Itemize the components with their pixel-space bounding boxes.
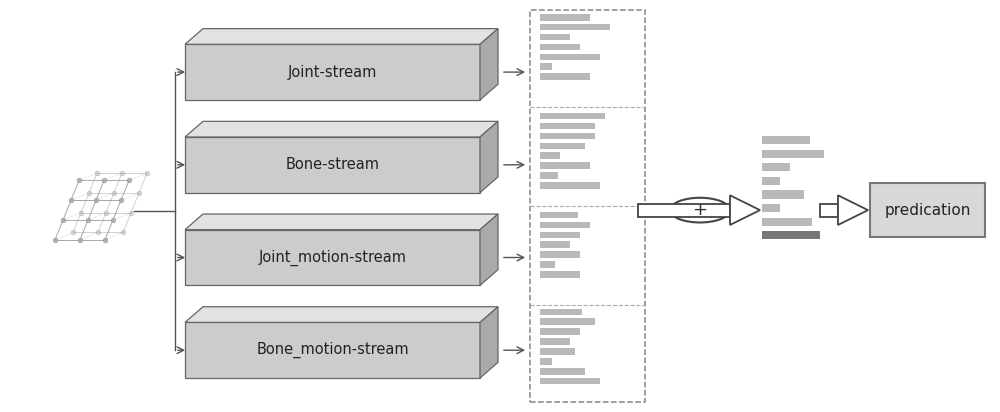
Bar — [540, 133, 595, 139]
Bar — [540, 328, 580, 335]
Bar — [540, 261, 555, 268]
Bar — [540, 348, 575, 355]
Polygon shape — [185, 44, 480, 100]
Bar — [540, 143, 585, 149]
Bar — [762, 136, 810, 144]
Text: Bone_motion-stream: Bone_motion-stream — [256, 342, 409, 358]
Bar — [540, 113, 605, 119]
Bar — [540, 358, 552, 365]
Bar — [540, 251, 580, 258]
Bar — [540, 212, 578, 218]
Polygon shape — [185, 29, 498, 44]
Bar — [762, 231, 820, 239]
Polygon shape — [185, 122, 498, 137]
Bar — [762, 190, 804, 199]
Polygon shape — [480, 122, 498, 193]
Bar — [540, 73, 590, 80]
Bar — [820, 204, 838, 217]
Bar — [540, 182, 600, 189]
Bar — [540, 123, 595, 129]
Text: Joint-stream: Joint-stream — [288, 65, 377, 80]
Bar — [540, 309, 582, 315]
Polygon shape — [185, 137, 480, 193]
Polygon shape — [838, 195, 868, 225]
Polygon shape — [480, 307, 498, 378]
Bar — [540, 241, 570, 248]
Bar — [540, 63, 552, 70]
Bar — [540, 378, 600, 384]
Bar — [540, 34, 570, 40]
Bar — [540, 271, 580, 278]
Polygon shape — [185, 322, 480, 378]
Polygon shape — [185, 307, 498, 322]
Bar — [540, 14, 590, 21]
Bar — [540, 232, 580, 238]
Text: predication: predication — [884, 203, 971, 218]
Polygon shape — [185, 214, 498, 230]
Bar — [530, 10, 645, 402]
Bar — [540, 24, 610, 30]
Polygon shape — [480, 214, 498, 285]
Bar — [540, 172, 558, 179]
Bar — [638, 204, 730, 217]
Bar — [762, 177, 780, 185]
Polygon shape — [185, 230, 480, 285]
Text: Bone-stream: Bone-stream — [286, 157, 380, 172]
Bar — [762, 150, 824, 158]
Bar — [540, 162, 590, 169]
Bar — [762, 163, 790, 171]
Polygon shape — [730, 195, 760, 225]
Polygon shape — [480, 29, 498, 100]
Bar — [540, 368, 585, 375]
Bar — [762, 218, 812, 226]
Text: +: + — [692, 201, 708, 219]
Text: Joint_motion-stream: Joint_motion-stream — [258, 249, 406, 266]
Bar — [540, 222, 590, 228]
Bar — [870, 183, 985, 237]
Bar — [540, 44, 580, 50]
Bar — [540, 318, 595, 325]
Bar — [762, 204, 780, 212]
Bar — [540, 54, 600, 60]
Bar — [540, 338, 570, 345]
Bar — [540, 152, 560, 159]
